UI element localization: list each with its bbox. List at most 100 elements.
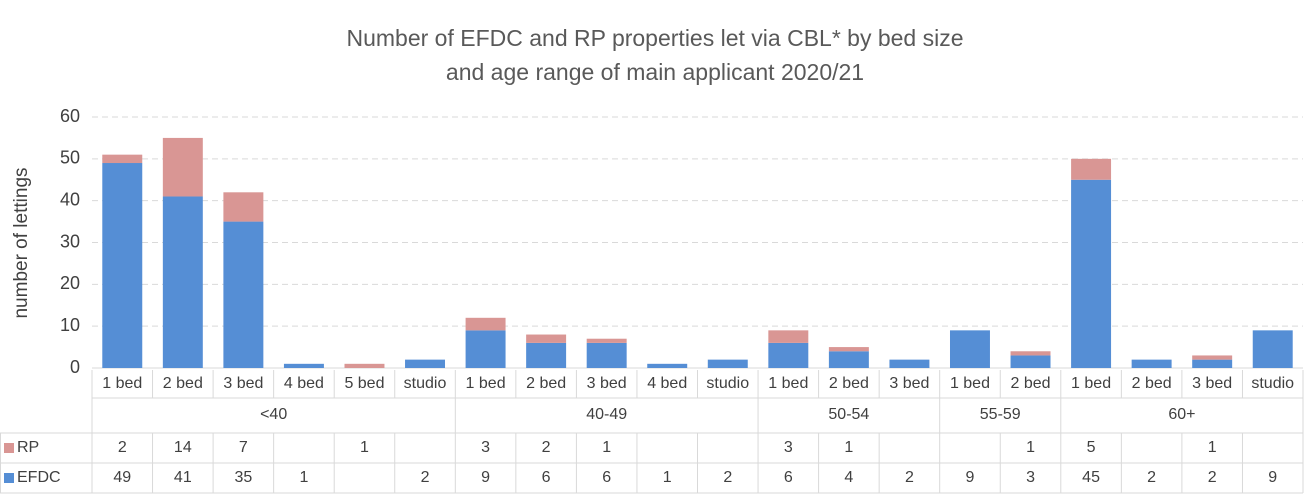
bar-segment — [1071, 179, 1112, 368]
y-tick-label: 50 — [60, 148, 80, 168]
table-value: 2 — [542, 439, 551, 456]
table-value: 41 — [174, 469, 192, 486]
bar-segment — [102, 154, 143, 164]
bar-segment — [223, 221, 264, 368]
chart-title: Number of EFDC and RP properties let via… — [346, 25, 963, 51]
bar-segment — [526, 342, 567, 368]
bar-segment — [223, 192, 264, 222]
y-tick-label: 30 — [60, 231, 80, 251]
x-tick-label: 2 bed — [829, 375, 869, 392]
bar-segment — [586, 342, 627, 368]
legend-swatch — [4, 443, 14, 453]
bar-segment — [1252, 330, 1293, 368]
x-tick-label: 4 bed — [647, 375, 687, 392]
bar-segment — [1131, 359, 1172, 368]
x-tick-label: studio — [1251, 375, 1294, 392]
x-tick-label: 3 bed — [889, 375, 929, 392]
table-value: 9 — [966, 469, 975, 486]
bar-segment — [949, 330, 990, 368]
x-tick-label: 1 bed — [950, 375, 990, 392]
bar-segment — [526, 334, 567, 343]
group-label: <40 — [260, 406, 287, 423]
y-tick-label: 20 — [60, 273, 80, 293]
table-value: 2 — [1147, 469, 1156, 486]
group-label: 40-49 — [586, 406, 627, 423]
x-tick-label: studio — [706, 375, 749, 392]
group-label: 60+ — [1168, 406, 1195, 423]
table-value: 9 — [481, 469, 490, 486]
table-value: 2 — [723, 469, 732, 486]
table-value: 45 — [1082, 469, 1100, 486]
bar-segment — [828, 351, 869, 368]
bar-segment — [768, 330, 809, 343]
bar-segment — [162, 137, 203, 197]
bar-segment — [102, 163, 143, 368]
bar-segment — [647, 363, 688, 368]
x-tick-label: 2 bed — [1132, 375, 1172, 392]
table-value: 1 — [844, 439, 853, 456]
table-value: 5 — [1087, 439, 1096, 456]
x-tick-label: 1 bed — [1071, 375, 1111, 392]
table-value: 7 — [239, 439, 248, 456]
table-value: 14 — [174, 439, 192, 456]
bar-segment — [465, 317, 506, 331]
x-tick-label: 5 bed — [344, 375, 384, 392]
x-tick-label: studio — [404, 375, 447, 392]
y-tick-label: 60 — [60, 106, 80, 126]
x-tick-label: 2 bed — [163, 375, 203, 392]
bar-segment — [1071, 158, 1112, 180]
x-tick-label: 1 bed — [768, 375, 808, 392]
y-tick-label: 40 — [60, 189, 80, 209]
table-value: 2 — [905, 469, 914, 486]
bar-segment — [405, 359, 446, 368]
bar-segment — [828, 347, 869, 352]
table-value: 3 — [784, 439, 793, 456]
y-tick-label: 0 — [70, 357, 80, 377]
table-value: 6 — [784, 469, 793, 486]
table-value: 1 — [663, 469, 672, 486]
bar-segment — [586, 338, 627, 343]
x-tick-label: 3 bed — [223, 375, 263, 392]
table-value: 9 — [1268, 469, 1277, 486]
bar-segment — [1192, 355, 1233, 360]
table-value: 2 — [118, 439, 127, 456]
x-tick-label: 1 bed — [102, 375, 142, 392]
y-tick-label: 10 — [60, 315, 80, 335]
bar-segment — [889, 359, 930, 368]
group-label: 55-59 — [980, 406, 1021, 423]
table-value: 3 — [1026, 469, 1035, 486]
table-value: 1 — [1208, 439, 1217, 456]
table-value: 6 — [542, 469, 551, 486]
legend-swatch — [4, 473, 14, 483]
bar-segment — [1010, 351, 1051, 356]
table-value: 35 — [234, 469, 252, 486]
bar-segment — [1192, 359, 1233, 368]
table-value: 2 — [421, 469, 430, 486]
x-tick-label: 2 bed — [1011, 375, 1051, 392]
chart-title: and age range of main applicant 2020/21 — [446, 59, 864, 85]
x-tick-label: 3 bed — [1192, 375, 1232, 392]
x-tick-label: 2 bed — [526, 375, 566, 392]
x-tick-label: 3 bed — [587, 375, 627, 392]
table-value: 3 — [481, 439, 490, 456]
group-label: 50-54 — [828, 406, 869, 423]
y-axis-label: number of lettings — [11, 167, 32, 318]
bar-segment — [465, 330, 506, 368]
bar-segment — [768, 342, 809, 368]
bar-segment — [162, 196, 203, 368]
table-value: 1 — [360, 439, 369, 456]
table-value: 1 — [299, 469, 308, 486]
bar-segment — [1010, 355, 1051, 368]
x-tick-label: 4 bed — [284, 375, 324, 392]
legend-label: RP — [17, 439, 39, 456]
table-value: 6 — [602, 469, 611, 486]
table-value: 1 — [1026, 439, 1035, 456]
table-value: 1 — [602, 439, 611, 456]
legend-label: EFDC — [17, 469, 61, 486]
bar-segment — [707, 359, 748, 368]
table-value: 2 — [1208, 469, 1217, 486]
table-value: 49 — [113, 469, 131, 486]
bar-segment — [283, 363, 324, 368]
table-value: 4 — [844, 469, 853, 486]
